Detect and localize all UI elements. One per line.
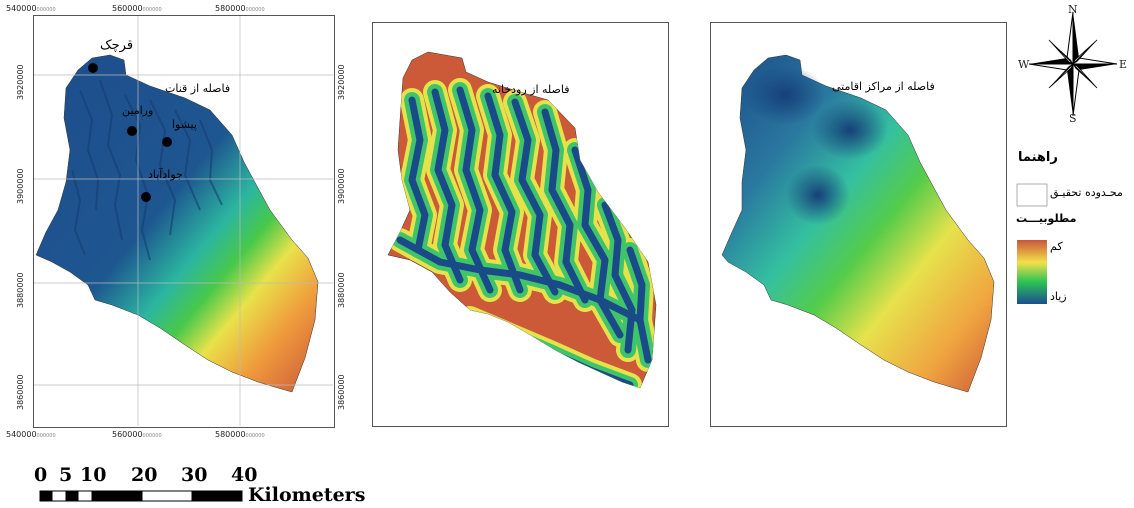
y-tick-right-3860000: 3860000	[337, 374, 346, 410]
y-tick-left-3860000: 3860000	[16, 374, 25, 410]
y-tick-right-3920000: 3920000	[337, 64, 346, 100]
y-tick-left-3920000: 3920000	[16, 64, 25, 100]
x-tick-bottom-580000: 580000000000	[215, 430, 265, 439]
city-point-varamin	[127, 126, 137, 136]
legend-low-label: کم	[1050, 240, 1063, 253]
legend-boundary-swatch	[1016, 183, 1048, 207]
compass-north-label: N	[1068, 3, 1078, 16]
compass-south-label: S	[1069, 112, 1077, 125]
x-tick-bottom-560000: 560000000000	[112, 430, 162, 439]
y-tick-left-3880000: 3880000	[16, 272, 25, 308]
legend-desirability-label: مطلوبیـــت	[1016, 212, 1077, 225]
city-point-javadabad	[141, 192, 151, 202]
scale-unit-label: Kilometers	[248, 484, 366, 506]
city-point-qarchak	[88, 63, 98, 73]
city-label-javadabad: جوادآباد	[148, 168, 183, 181]
scale-tick-20: 20	[131, 464, 158, 486]
legend-color-ramp	[1017, 240, 1047, 304]
panel-title-residential: فاصله از مراکز اقامتی	[832, 80, 935, 93]
city-label-qarchak: قرچک	[100, 38, 134, 53]
scale-tick-30: 30	[181, 464, 208, 486]
x-tick-top-580000: 580000000000	[215, 4, 265, 13]
river-distance-map	[387, 51, 657, 389]
compass-east-label: E	[1119, 58, 1128, 71]
scale-tick-5: 5	[59, 464, 73, 486]
city-label-varamin: ورامین	[122, 104, 154, 117]
compass-west-label: W	[1018, 58, 1030, 71]
x-tick-top-540000: 540000000000	[6, 4, 56, 13]
city-point-pishva	[162, 137, 172, 147]
city-label-pishva: پیشوا	[172, 118, 197, 131]
y-tick-right-3900000: 3900000	[337, 168, 346, 204]
panel-title-qanat: فاصله از قنات	[165, 82, 231, 95]
legend-title: راهنما	[1018, 150, 1058, 165]
x-tick-top-560000: 560000000000	[112, 4, 162, 13]
y-tick-left-3900000: 3900000	[16, 168, 25, 204]
y-tick-right-3880000: 3880000	[337, 272, 346, 308]
qanat-distance-map	[35, 54, 319, 393]
panel-title-river: فاصله از رودخانه	[492, 83, 570, 96]
graticule	[33, 15, 333, 426]
residential-distance-map	[721, 54, 995, 393]
city-points	[88, 63, 172, 202]
x-tick-bottom-540000: 540000000000	[6, 430, 56, 439]
scale-tick-0: 0	[34, 464, 48, 486]
map-frame-residential	[710, 22, 1007, 427]
map-frame-qanat	[33, 15, 335, 428]
map-frame-river	[372, 22, 669, 427]
legend-high-label: زیاد	[1050, 290, 1067, 303]
legend-boundary-label: محـدوده تحقیـق	[1050, 186, 1123, 199]
north-arrow-icon	[1028, 11, 1118, 117]
scale-tick-40: 40	[231, 464, 258, 486]
scale-bar	[39, 490, 243, 502]
scale-tick-10: 10	[80, 464, 107, 486]
